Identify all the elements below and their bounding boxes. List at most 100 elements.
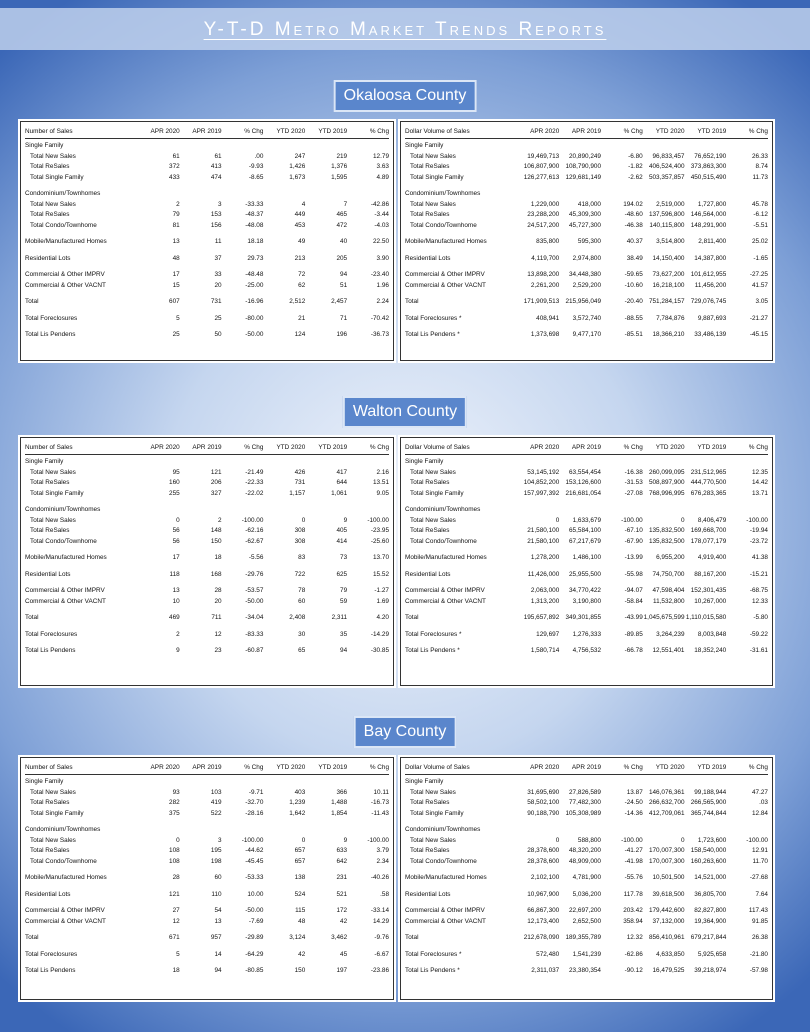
- cell-value: 117.78: [623, 890, 643, 898]
- cell-value: 90,188,790: [527, 809, 560, 817]
- cell-value: 10,967,900: [527, 890, 560, 898]
- cell-value: 41.57: [751, 281, 768, 289]
- data-row: Total Lis Pendens 9 23 -60.87 65 94 -30.85: [25, 646, 389, 657]
- row-label: Commercial & Other VACNT: [405, 597, 486, 605]
- cell-value: -48.60: [624, 211, 643, 218]
- cell-value: 169,668,700: [690, 527, 727, 534]
- cell-value: 365,744,844: [690, 809, 727, 817]
- cell-value: 10: [172, 597, 180, 605]
- data-row: Commercial & Other VACNT 10 20 -50.00 60 59 1.…: [25, 597, 389, 608]
- cell-value: 216,681,054: [565, 489, 601, 497]
- cell-value: 93: [172, 788, 180, 796]
- cell-value: 45.78: [751, 200, 768, 208]
- cell-value: -55.98: [624, 570, 643, 578]
- cell-value: -59.65: [624, 271, 643, 278]
- cell-value: 150: [294, 967, 306, 974]
- cell-value: 83: [298, 554, 306, 561]
- cell-value: 472: [336, 221, 348, 229]
- cell-value: 6,955,200: [656, 554, 685, 561]
- cell-value: 1,595: [331, 173, 348, 181]
- cell-value: 4.20: [376, 614, 389, 621]
- cell-value: -28.16: [245, 809, 264, 817]
- data-row: Total ReSales 56 148 -62.16 308 405 -23.95: [25, 526, 389, 537]
- cell-value: -100.00: [367, 516, 389, 524]
- row-label: Total Foreclosures *: [405, 630, 462, 638]
- cell-value: -1.65: [753, 254, 768, 262]
- cell-value: 79: [172, 211, 180, 218]
- cell-value: 231,512,965: [690, 468, 727, 476]
- cell-value: 12: [214, 630, 222, 638]
- cell-value: 588,800: [577, 836, 601, 844]
- cell-value: -31.53: [624, 479, 643, 486]
- cell-value: -48.48: [245, 271, 264, 278]
- data-row: Residential Lots 118 168 -29.76 722 625 15.52: [25, 570, 389, 581]
- cell-value: 20: [214, 281, 222, 289]
- header-row: Number of Sales APR 2020 APR 2019 % Chg YTD …: [25, 125, 389, 139]
- cell-value: -34.04: [245, 614, 264, 621]
- column-header: % Chg: [369, 128, 389, 135]
- cell-value: 4,781,900: [572, 874, 601, 881]
- column-header: YTD 2020: [655, 764, 685, 771]
- row-label: Commercial & Other IMPRV: [405, 907, 485, 914]
- row-label: Total Foreclosures *: [405, 314, 462, 322]
- row-label: Total Lis Pendens: [25, 647, 76, 654]
- cell-value: 42: [298, 950, 306, 958]
- group-label: Single Family: [405, 142, 444, 149]
- cell-value: 4: [301, 200, 306, 208]
- group-row: Condominium/Townhomes: [25, 189, 389, 200]
- row-label: Commercial & Other IMPRV: [405, 587, 485, 594]
- cell-value: 34,448,380: [569, 271, 601, 278]
- cell-value: -25.60: [370, 537, 389, 545]
- row-label: Total Single Family: [410, 173, 464, 181]
- row-label: Total New Sales: [30, 200, 76, 208]
- cell-value: -10.60: [624, 281, 643, 289]
- cell-value: 1.69: [376, 597, 389, 605]
- cell-value: -32.70: [245, 799, 264, 806]
- row-label: Commercial & Other VACNT: [25, 281, 106, 289]
- cell-value: -62.86: [624, 950, 643, 958]
- cell-value: -27.68: [749, 874, 768, 881]
- cell-value: -4.03: [374, 221, 389, 229]
- column-header: YTD 2020: [276, 444, 306, 451]
- cell-value: 607: [169, 298, 180, 305]
- data-row: Commercial & Other IMPRV 17 33 -48.48 72 94 -2…: [25, 270, 389, 281]
- cell-value: 78: [298, 587, 306, 594]
- cell-value: -70.42: [370, 314, 389, 322]
- cell-value: 11: [214, 238, 222, 245]
- cell-value: 170,007,300: [648, 847, 685, 854]
- report-title: Y-T-D Metro Market Trends Reports: [0, 8, 810, 50]
- county-label: Okaloosa County: [333, 80, 477, 112]
- column-header: APR 2020: [150, 128, 180, 135]
- table-title: Number of Sales: [25, 764, 73, 771]
- cell-value: 160: [169, 479, 180, 486]
- cell-value: 1,278,200: [530, 554, 560, 561]
- cell-value: 1,723,600: [697, 836, 727, 844]
- row-label: Mobile/Manufactured Homes: [25, 874, 107, 881]
- cell-value: -20.40: [624, 298, 643, 305]
- cell-value: 51: [340, 281, 348, 289]
- cell-value: 957: [210, 934, 222, 941]
- cell-value: 327: [210, 489, 222, 497]
- row-label: Total Single Family: [30, 809, 84, 817]
- group-row: Condominium/Townhomes: [25, 505, 389, 516]
- cell-value: 62: [298, 281, 306, 289]
- cell-value: 158,540,000: [690, 847, 727, 854]
- row-label: Residential Lots: [25, 570, 71, 578]
- data-row: Total Single Family 375 522 -28.16 1,642 1,85…: [25, 809, 389, 820]
- cell-value: 135,832,500: [648, 537, 685, 545]
- data-row: Total ReSales 28,378,600 48,320,200 -41.27 1…: [405, 846, 768, 857]
- cell-value: 60: [214, 874, 222, 881]
- row-label: Residential Lots: [25, 254, 71, 262]
- cell-value: 61: [214, 152, 222, 160]
- cell-value: 91.85: [751, 917, 768, 925]
- header-row: Dollar Volume of Sales APR 2020 APR 2019 % …: [405, 125, 768, 139]
- cell-value: 657: [294, 857, 306, 865]
- data-row: Total New Sales 1,229,000 418,000 194.02 2,5…: [405, 200, 768, 211]
- cell-value: 9: [343, 516, 348, 524]
- cell-value: 412,709,061: [648, 809, 685, 817]
- data-row: Total ReSales 160 206 -22.33 731 644 13.51: [25, 478, 389, 489]
- cell-value: 39,218,974: [694, 967, 727, 974]
- cell-value: 2,261,200: [530, 281, 560, 289]
- table-title: Number of Sales: [25, 444, 73, 451]
- data-row: Total 469 711 -34.04 2,408 2,311 4.20: [25, 613, 389, 624]
